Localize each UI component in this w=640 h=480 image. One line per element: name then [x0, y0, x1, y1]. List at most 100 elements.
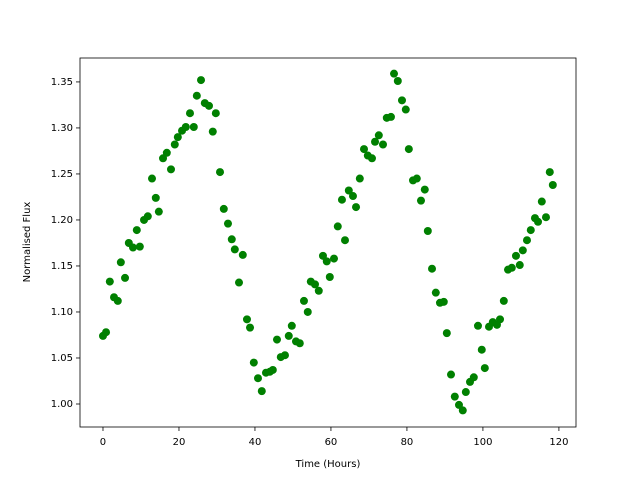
- point: [450, 392, 459, 401]
- point: [378, 140, 387, 149]
- point: [397, 96, 406, 105]
- point: [526, 226, 535, 235]
- point: [257, 387, 266, 396]
- point: [113, 296, 122, 305]
- point: [499, 296, 508, 305]
- point: [253, 374, 262, 383]
- point: [208, 127, 217, 136]
- point: [404, 145, 413, 154]
- point: [325, 273, 334, 282]
- point: [287, 321, 296, 330]
- point: [337, 195, 346, 204]
- point: [355, 174, 364, 183]
- point: [230, 245, 239, 254]
- point: [189, 123, 198, 132]
- point: [223, 219, 232, 228]
- point: [249, 358, 258, 367]
- x-tick-label: 100: [473, 437, 492, 448]
- point: [216, 168, 225, 177]
- point: [458, 406, 467, 415]
- point: [374, 131, 383, 140]
- point: [322, 257, 331, 266]
- y-tick-label: 1.35: [51, 77, 73, 88]
- point: [496, 315, 505, 324]
- point: [329, 254, 338, 263]
- point: [359, 145, 368, 154]
- point: [423, 226, 432, 235]
- point: [166, 165, 175, 174]
- point: [480, 364, 489, 373]
- plot-frame: [79, 57, 577, 428]
- point: [170, 140, 179, 149]
- point: [401, 105, 410, 114]
- point: [545, 168, 554, 177]
- point: [534, 217, 543, 226]
- point: [105, 277, 114, 286]
- point: [477, 345, 486, 354]
- y-tick-label: 1.15: [51, 261, 73, 272]
- point: [143, 212, 152, 221]
- point: [341, 236, 350, 245]
- point: [299, 296, 308, 305]
- point: [185, 109, 194, 118]
- point: [303, 307, 312, 316]
- point: [412, 174, 421, 183]
- y-tick-label: 1.25: [51, 169, 73, 180]
- point: [129, 243, 138, 252]
- point: [238, 250, 247, 259]
- point: [219, 204, 228, 213]
- point: [428, 264, 437, 273]
- point: [390, 69, 399, 78]
- point: [507, 263, 516, 272]
- point: [242, 315, 251, 324]
- point: [515, 261, 524, 270]
- point: [352, 203, 361, 212]
- point: [386, 112, 395, 121]
- point: [344, 186, 353, 195]
- point: [227, 235, 236, 244]
- point: [162, 148, 171, 157]
- point: [348, 192, 357, 201]
- point: [173, 133, 182, 142]
- y-tick-label: 1.00: [51, 399, 73, 410]
- point: [310, 280, 319, 289]
- point: [447, 370, 456, 379]
- x-tick-label: 80: [401, 437, 414, 448]
- point: [147, 174, 156, 183]
- point: [548, 180, 557, 189]
- point: [461, 388, 470, 397]
- point: [121, 273, 130, 282]
- point: [295, 339, 304, 348]
- point: [431, 288, 440, 297]
- point: [537, 197, 546, 206]
- point: [284, 331, 293, 340]
- point: [416, 196, 425, 205]
- point: [280, 351, 289, 360]
- point: [469, 373, 478, 382]
- point: [135, 242, 144, 251]
- x-axis-label: Time (Hours): [295, 459, 361, 470]
- point: [132, 226, 141, 235]
- y-tick-label: 1.20: [51, 215, 73, 226]
- point: [154, 207, 163, 216]
- point: [268, 365, 277, 374]
- point: [204, 101, 213, 110]
- point: [246, 323, 255, 332]
- x-tick-label: 0: [100, 437, 106, 448]
- point: [522, 236, 531, 245]
- y-tick-label: 1.05: [51, 353, 73, 364]
- point: [442, 329, 451, 338]
- point: [518, 246, 527, 255]
- y-tick-label: 1.30: [51, 123, 73, 134]
- x-tick-label: 40: [249, 437, 262, 448]
- point: [211, 109, 220, 118]
- point: [371, 137, 380, 146]
- x-tick-label: 120: [549, 437, 568, 448]
- point: [314, 286, 323, 295]
- point: [102, 328, 111, 337]
- point: [333, 222, 342, 231]
- x-tick-label: 20: [173, 437, 186, 448]
- point: [116, 258, 125, 267]
- point: [181, 123, 190, 132]
